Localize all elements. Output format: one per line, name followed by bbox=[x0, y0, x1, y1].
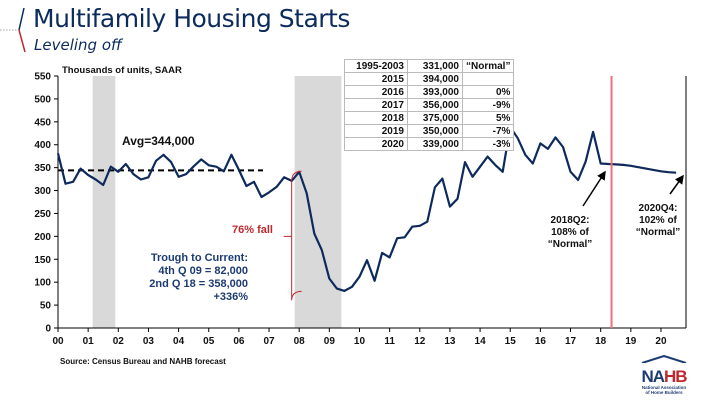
x-tick-label: 13 bbox=[444, 336, 456, 347]
x-tick-label: 12 bbox=[414, 336, 426, 347]
table-cell: 1995-2003 bbox=[344, 59, 408, 73]
annotation-2018q2-line2: 108% of bbox=[551, 227, 589, 238]
title-decoration bbox=[0, 7, 26, 53]
y-tick-label: 200 bbox=[34, 232, 51, 243]
table-cell: 394,000 bbox=[407, 72, 463, 86]
average-label: Avg=344,000 bbox=[122, 134, 195, 148]
table-row: 2016 393,000 0% bbox=[344, 85, 515, 99]
table-cell: 339,000 bbox=[407, 137, 463, 151]
table-cell: -9% bbox=[461, 98, 515, 112]
y-tick-label: 550 bbox=[34, 72, 51, 83]
y-tick-label: 50 bbox=[40, 301, 52, 312]
y-tick-label: 500 bbox=[34, 94, 51, 105]
x-tick-label: 14 bbox=[475, 336, 487, 347]
logo-line-1: National Association bbox=[641, 385, 687, 390]
logo-line-2: of Home Builders bbox=[645, 390, 683, 395]
table-row: 2015 394,000 bbox=[344, 72, 515, 86]
recession-band bbox=[294, 76, 342, 328]
table-cell: “Normal” bbox=[461, 59, 515, 73]
x-tick-label: 01 bbox=[83, 336, 95, 347]
table-cell: 2016 bbox=[344, 85, 408, 99]
annotation-2020q4-line2: 102% of bbox=[639, 215, 677, 226]
table-cell: 393,000 bbox=[407, 85, 463, 99]
y-tick-label: 0 bbox=[45, 324, 51, 335]
x-tick-label: 02 bbox=[113, 336, 125, 347]
y-tick-label: 150 bbox=[34, 255, 51, 266]
table-row: 1995-2003 331,000 “Normal” bbox=[344, 59, 515, 73]
x-tick-label: 09 bbox=[324, 336, 336, 347]
page-title: Multifamily Housing Starts bbox=[33, 4, 350, 33]
table-cell: -7% bbox=[461, 124, 515, 138]
fall-bracket bbox=[283, 170, 302, 301]
y-axis-label: Thousands of units, SAAR bbox=[62, 65, 182, 76]
trough-line-3: +336% bbox=[213, 291, 248, 303]
table-cell: 356,000 bbox=[407, 98, 463, 112]
x-tick-label: 17 bbox=[565, 336, 577, 347]
table-row: 2019 350,000 -7% bbox=[344, 124, 515, 138]
house-roof-icon bbox=[641, 354, 687, 364]
x-tick-label: 16 bbox=[535, 336, 547, 347]
y-tick-label: 450 bbox=[34, 117, 51, 128]
trough-title: Trough to Current: bbox=[150, 252, 248, 264]
table-cell: 5% bbox=[461, 111, 515, 125]
stats-table: 1995-2003 331,000 “Normal” 2015 394,000 2016 3… bbox=[344, 59, 515, 151]
x-tick-label: 20 bbox=[655, 336, 667, 347]
annotation-2018q2-line1: 2018Q2: bbox=[550, 215, 590, 226]
series-line bbox=[56, 125, 677, 292]
x-tick-label: 03 bbox=[143, 336, 155, 347]
x-tick-label: 00 bbox=[52, 336, 64, 347]
x-tick-label: 15 bbox=[505, 336, 517, 347]
arrow-2018q2 bbox=[582, 170, 606, 207]
trough-line-2: 2nd Q 18 = 358,000 bbox=[149, 278, 248, 290]
table-cell: 350,000 bbox=[407, 124, 463, 138]
source-note: Source: Census Bureau and NAHB forecast bbox=[60, 357, 226, 366]
x-tick-label: 07 bbox=[263, 336, 275, 347]
table-row: 2017 356,000 -9% bbox=[344, 98, 515, 112]
annotation-2020q4-line3: “Normal” bbox=[635, 227, 681, 238]
table-cell: 2015 bbox=[344, 72, 408, 86]
y-tick-label: 100 bbox=[34, 278, 51, 289]
annotation-2020q4: 2020Q4: 102% of “Normal” bbox=[628, 203, 688, 239]
x-tick-label: 11 bbox=[384, 336, 395, 347]
table-row: 2018 375,000 5% bbox=[344, 111, 515, 125]
page-subtitle: Leveling off bbox=[34, 36, 122, 54]
table-cell: 2020 bbox=[344, 137, 408, 151]
annotation-2018q2-line3: “Normal” bbox=[547, 239, 593, 250]
trough-annotation: Trough to Current: 4th Q 09 = 82,000 2nd… bbox=[136, 252, 248, 304]
fall-label: 76% fall bbox=[232, 224, 273, 236]
table-cell: 2019 bbox=[344, 124, 408, 138]
nahb-logo: NAHB National Association of Home Builde… bbox=[639, 350, 689, 395]
annotation-2018q2: 2018Q2: 108% of “Normal” bbox=[540, 215, 600, 251]
annotation-2020q4-line1: 2020Q4: bbox=[638, 203, 678, 214]
table-cell: 2018 bbox=[344, 111, 408, 125]
recession-band bbox=[92, 76, 116, 328]
table-cell: -3% bbox=[461, 137, 515, 151]
x-tick-label: 05 bbox=[203, 336, 215, 347]
x-tick-label: 18 bbox=[595, 336, 607, 347]
table-row: 2020 339,000 -3% bbox=[344, 137, 515, 151]
trough-line-1: 4th Q 09 = 82,000 bbox=[158, 265, 248, 277]
y-tick-label: 400 bbox=[34, 140, 51, 151]
x-tick-label: 10 bbox=[354, 336, 366, 347]
table-cell bbox=[461, 72, 515, 86]
table-cell: 0% bbox=[461, 85, 515, 99]
table-cell: 375,000 bbox=[407, 111, 463, 125]
y-tick-label: 350 bbox=[34, 163, 51, 174]
x-tick-label: 04 bbox=[173, 336, 185, 347]
arrow-2020q4 bbox=[669, 174, 684, 195]
table-cell: 331,000 bbox=[407, 59, 463, 73]
x-tick-label: 06 bbox=[233, 336, 245, 347]
x-tick-label: 08 bbox=[294, 336, 306, 347]
x-tick-label: 19 bbox=[625, 336, 637, 347]
y-tick-label: 250 bbox=[34, 209, 51, 220]
table-cell: 2017 bbox=[344, 98, 408, 112]
y-tick-label: 300 bbox=[34, 186, 51, 197]
